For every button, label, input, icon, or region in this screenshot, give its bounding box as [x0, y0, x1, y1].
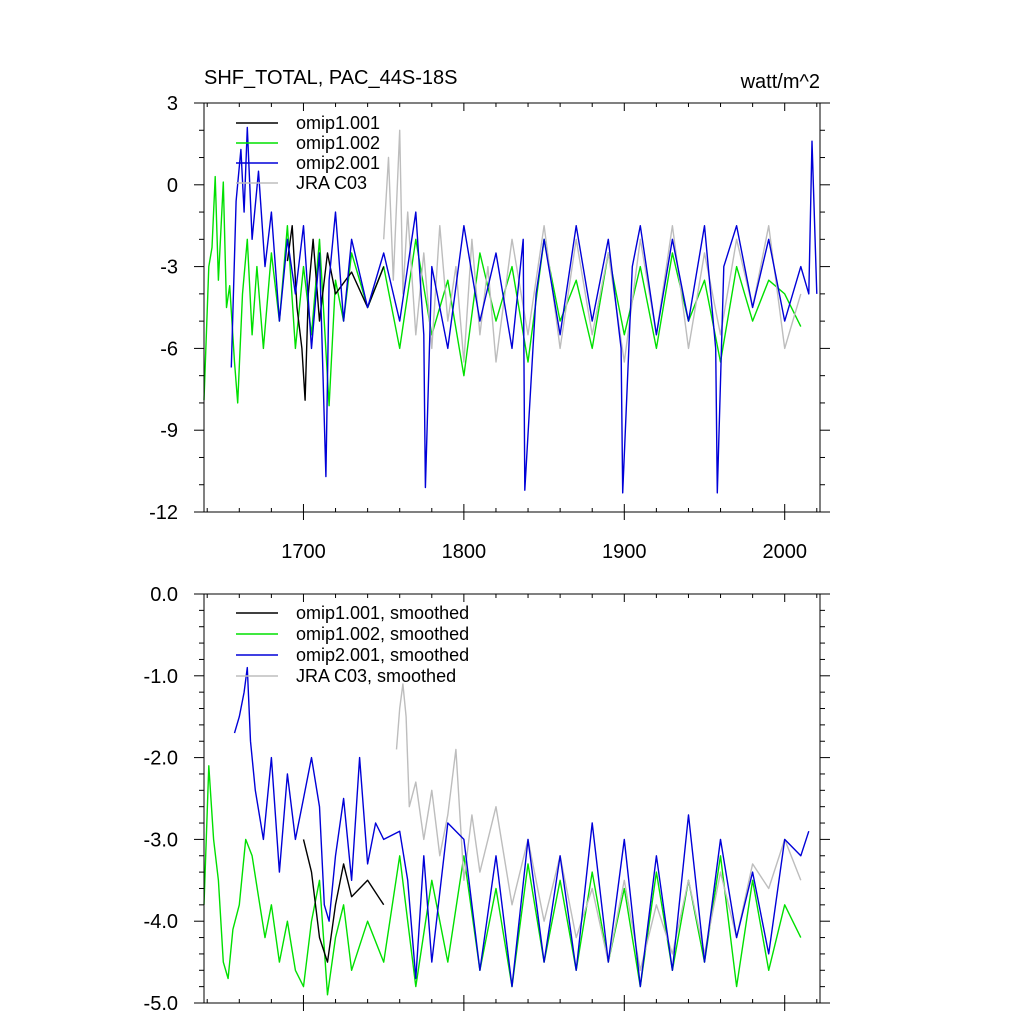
legend-label-jra-c03: JRA C03: [296, 173, 367, 193]
top-series-jra-c03: [383, 129, 802, 363]
top-plot-frame: [203, 102, 821, 513]
x-tick-label: 1800: [442, 541, 487, 563]
legend-label-omip1-002-smoothed: omip1.002, smoothed: [296, 624, 469, 644]
y-tick-label: 0.0: [150, 584, 178, 606]
top-legend: omip1.001 omip1.002 omip2.001 JRA C03: [236, 113, 380, 193]
y-tick-label: -12: [149, 502, 178, 524]
bottom-series-omip1-001-smoothed: [302, 839, 385, 963]
top-series-group: [203, 126, 818, 494]
y-tick-label: -3: [160, 257, 178, 279]
top-panel: SHF_TOTAL, PAC_44S-18S watt/m^2 1700 1800…: [149, 67, 830, 563]
y-tick-label: -1.0: [144, 666, 178, 688]
x-tick-label: 1900: [602, 541, 647, 563]
bottom-ticks: 0.0 -1.0 -2.0 -3.0 -4.0 -5.0: [144, 584, 830, 1015]
y-tick-label: 0: [167, 175, 178, 197]
bottom-plot-frame: [203, 593, 821, 1004]
top-series-omip1-001: [286, 225, 385, 401]
y-tick-label: -2.0: [144, 748, 178, 770]
bottom-series-jra-c03-smoothed: [395, 683, 802, 971]
top-title: SHF_TOTAL, PAC_44S-18S: [204, 67, 457, 89]
legend-label-omip1-001: omip1.001: [296, 113, 380, 133]
legend-label-omip1-001-smoothed: omip1.001, smoothed: [296, 603, 469, 623]
top-series-omip2-001: [230, 126, 818, 494]
top-units: watt/m^2: [740, 71, 820, 93]
bottom-panel: 0.0 -1.0 -2.0 -3.0 -4.0 -5.0 omip1.001, smoot…: [144, 584, 830, 1015]
bottom-series-omip2-001-smoothed: [233, 666, 810, 988]
top-ticks: 1700 1800 1900 2000 3 0 -3 -6 -9 -12: [149, 93, 830, 563]
x-tick-label: 2000: [762, 541, 807, 563]
y-tick-label: -6: [160, 338, 178, 360]
bottom-series-group: [203, 666, 810, 996]
x-tick-label: 1700: [281, 541, 326, 563]
y-tick-label: 3: [167, 93, 178, 115]
bottom-legend: omip1.001, smoothed omip1.002, smoothed …: [236, 603, 469, 686]
y-tick-label: -3.0: [144, 829, 178, 851]
bottom-series-omip1-002-smoothed: [203, 765, 802, 996]
legend-label-jra-c03-smoothed: JRA C03, smoothed: [296, 666, 456, 686]
y-tick-label: -5.0: [144, 993, 178, 1015]
legend-label-omip1-002: omip1.002: [296, 133, 380, 153]
y-tick-label: -4.0: [144, 911, 178, 933]
legend-label-omip2-001: omip2.001: [296, 153, 380, 173]
legend-label-omip2-001-smoothed: omip2.001, smoothed: [296, 645, 469, 665]
y-tick-label: -9: [160, 420, 178, 442]
